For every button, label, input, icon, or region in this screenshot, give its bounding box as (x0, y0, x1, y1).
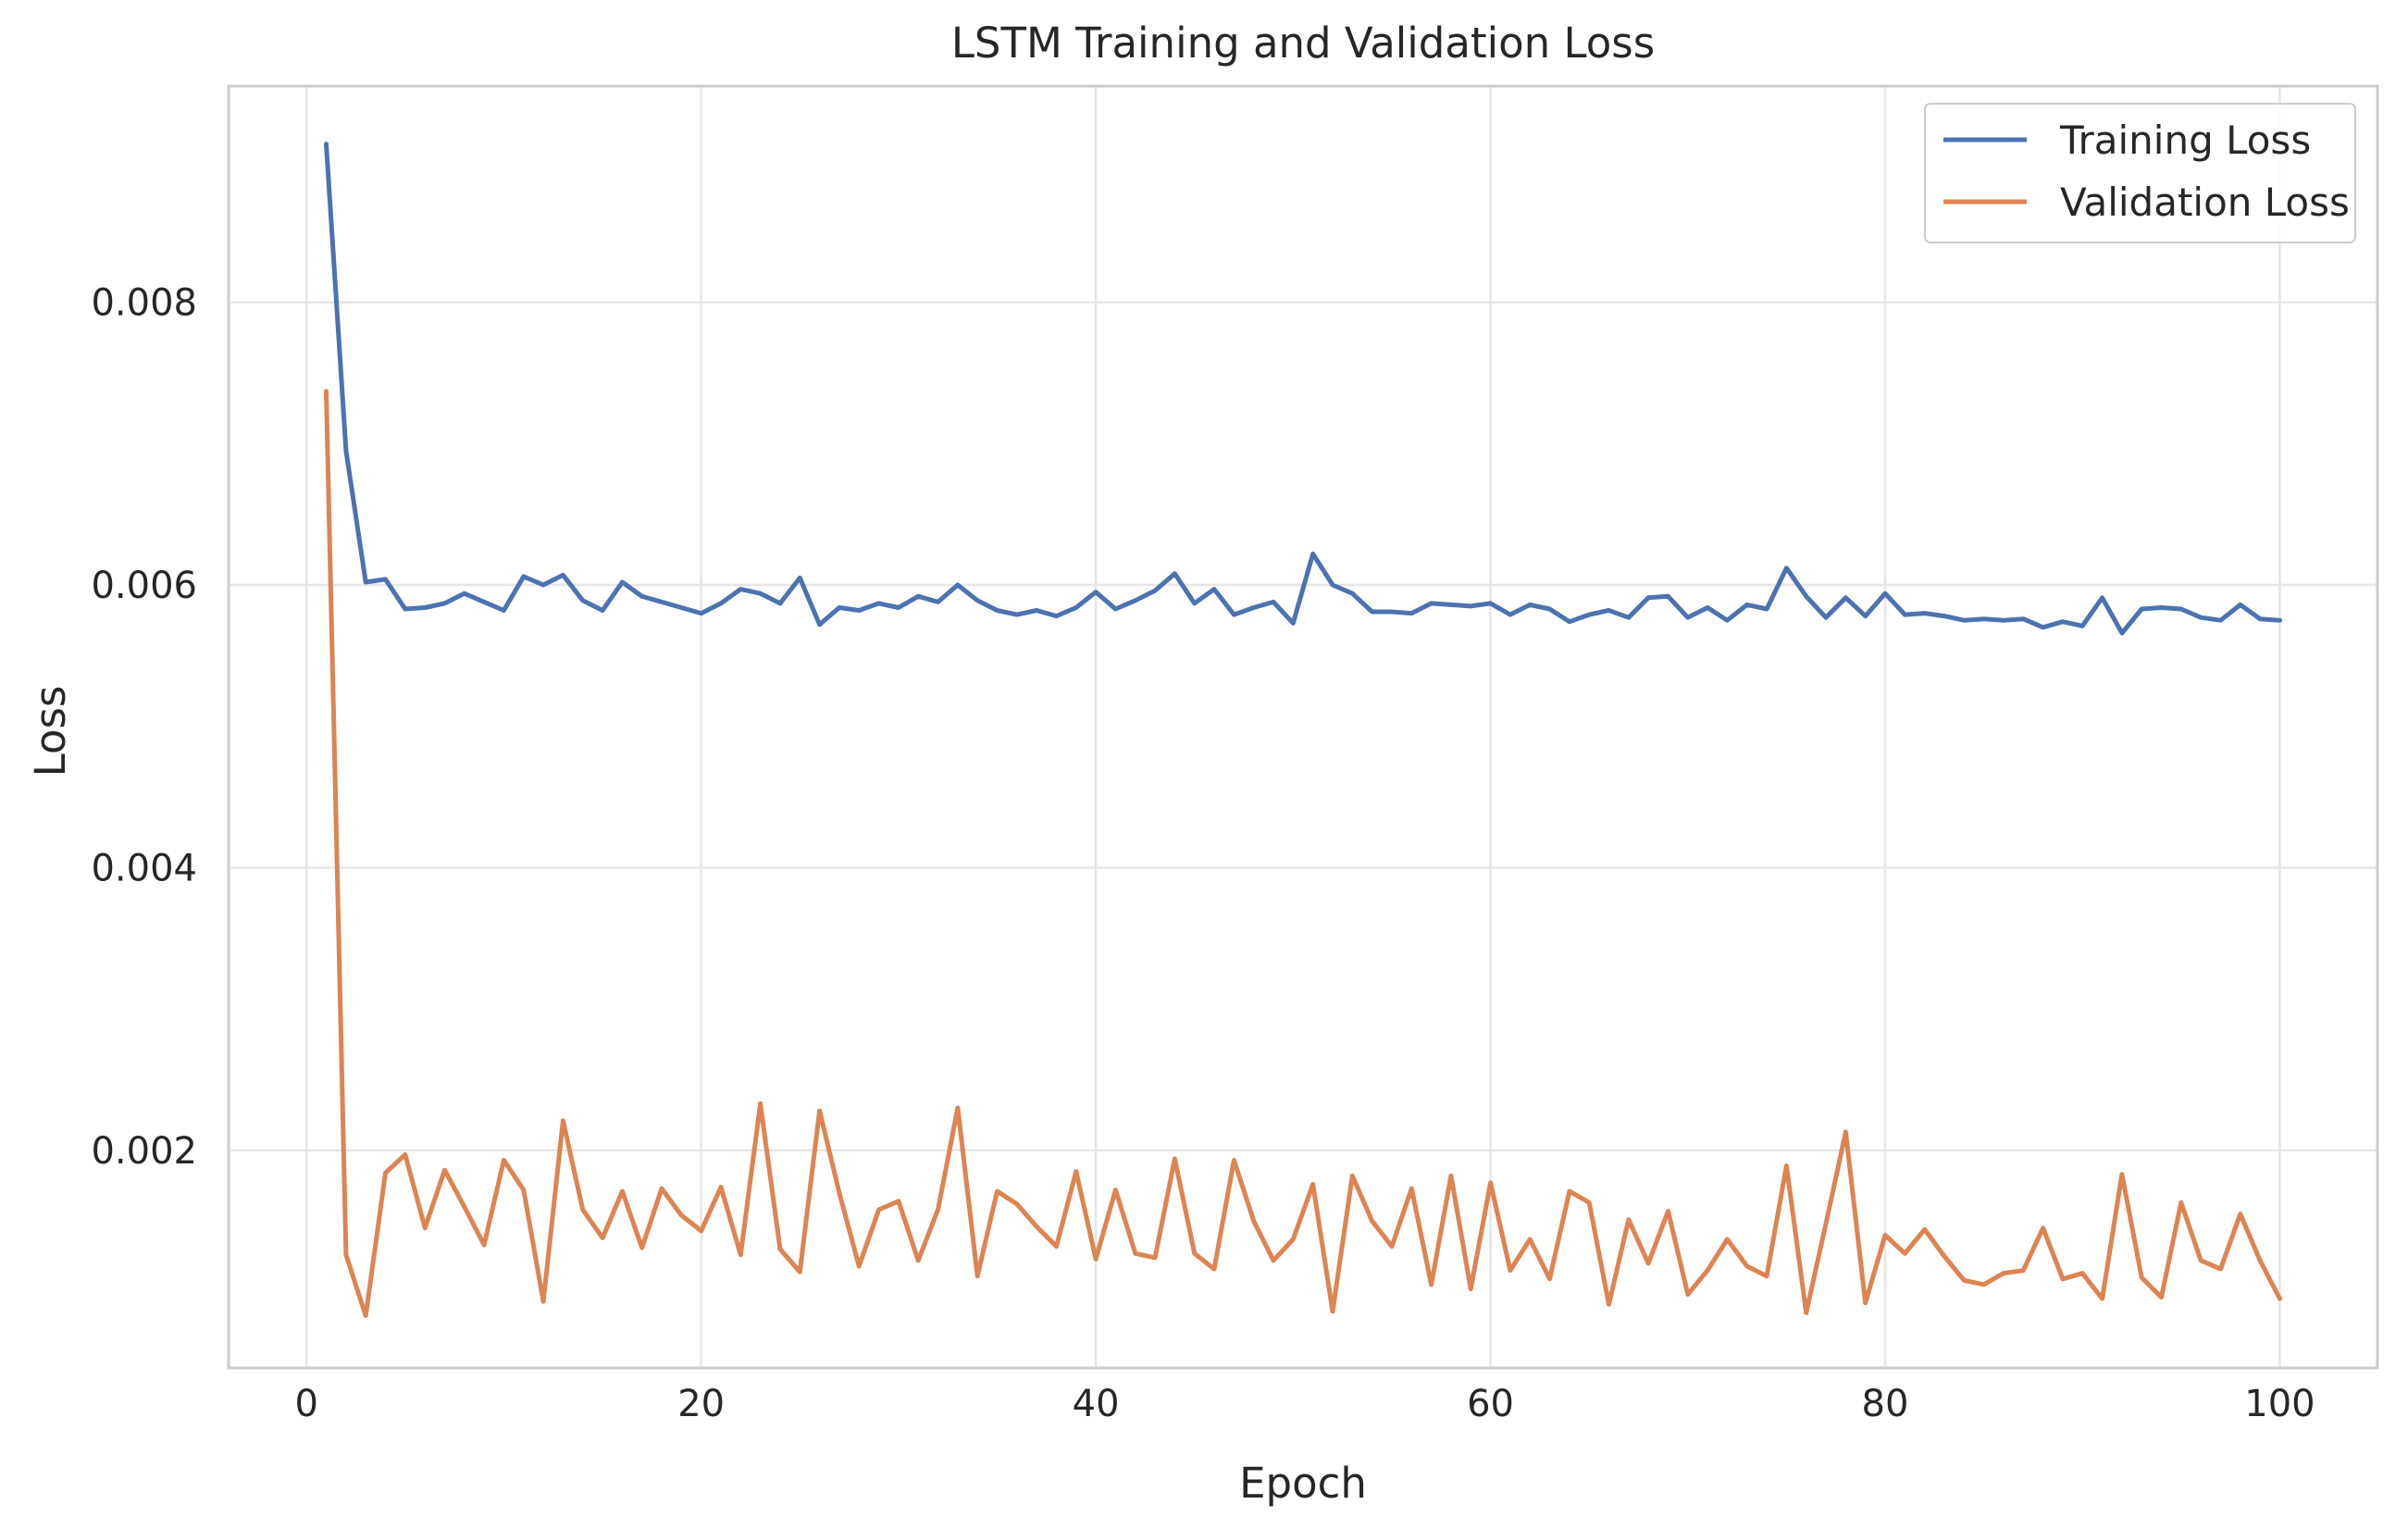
legend-label-training: Training Loss (2059, 118, 2311, 163)
training-loss-line (324, 142, 2282, 636)
y-tick-label: 0.002 (91, 1130, 197, 1173)
legend-label-validation: Validation Loss (2060, 180, 2350, 225)
y-tick-label: 0.008 (91, 282, 197, 325)
x-tick-label: 60 (1467, 1383, 1514, 1425)
y-axis-ticks: 0.002 0.004 0.006 0.008 (91, 282, 197, 1173)
y-axis-label: Loss (26, 686, 75, 777)
plot-frame (227, 84, 2379, 1370)
x-tick-label: 0 (294, 1383, 317, 1425)
x-tick-label: 100 (2244, 1383, 2315, 1425)
legend: Training Loss Validation Loss (1924, 103, 2356, 243)
series-lines (324, 142, 2282, 1318)
chart-title: LSTM Training and Validation Loss (951, 19, 1655, 68)
x-tick-label: 20 (677, 1383, 725, 1425)
grid-lines (229, 86, 2377, 1368)
y-tick-label: 0.004 (91, 847, 197, 889)
x-tick-label: 80 (1862, 1383, 1909, 1425)
x-axis-ticks: 0 20 40 60 80 100 (294, 1383, 2315, 1425)
x-axis-label: Epoch (1239, 1459, 1367, 1508)
y-tick-label: 0.006 (91, 565, 197, 607)
legend-box (1924, 103, 2356, 243)
validation-loss-line (324, 389, 2282, 1318)
x-tick-label: 40 (1073, 1383, 1120, 1425)
